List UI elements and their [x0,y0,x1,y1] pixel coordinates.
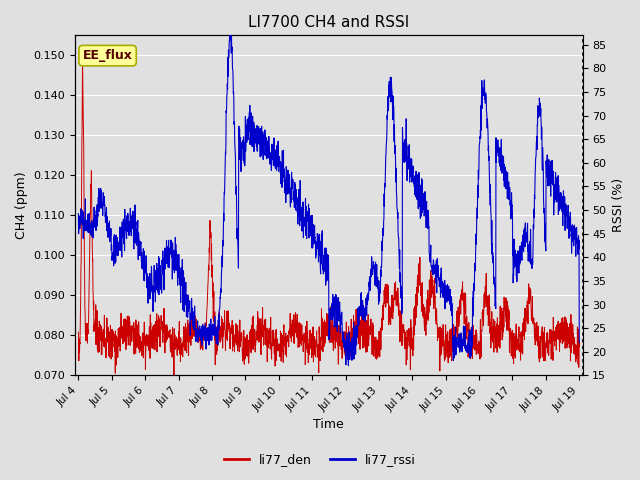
Title: LI7700 CH4 and RSSI: LI7700 CH4 and RSSI [248,15,410,30]
Legend: li77_den, li77_rssi: li77_den, li77_rssi [219,448,421,471]
Text: EE_flux: EE_flux [83,49,132,62]
X-axis label: Time: Time [314,419,344,432]
Y-axis label: CH4 (ppm): CH4 (ppm) [15,171,28,239]
Y-axis label: RSSI (%): RSSI (%) [612,179,625,232]
